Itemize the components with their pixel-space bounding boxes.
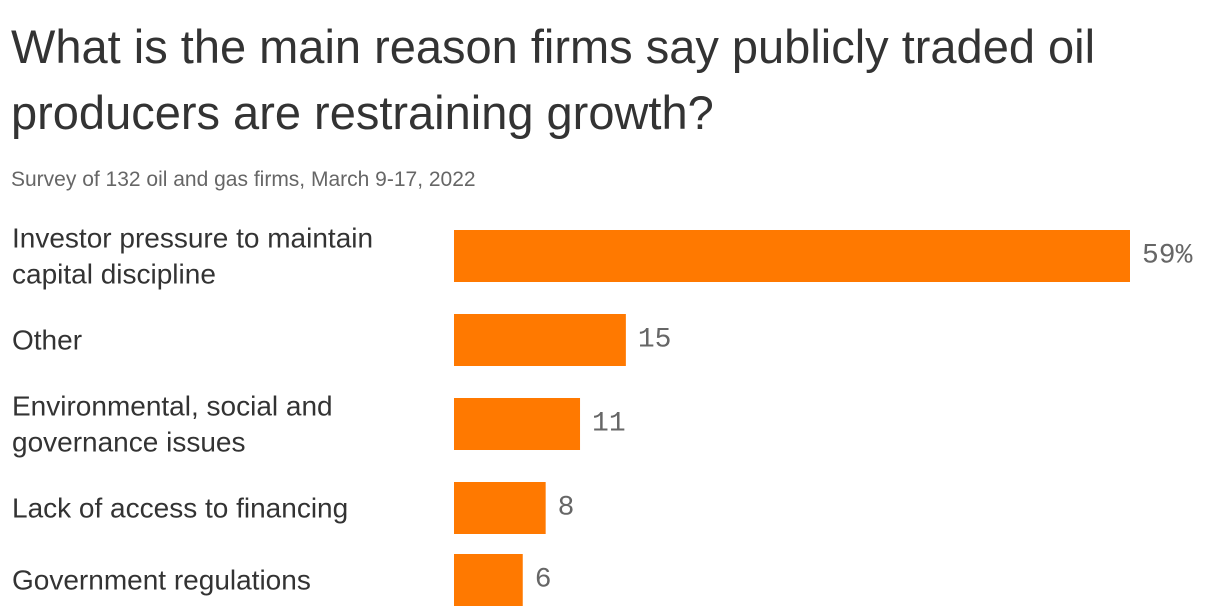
bar-2 xyxy=(454,398,581,450)
value-label-0: 59% xyxy=(1142,241,1193,272)
bar-3 xyxy=(454,482,546,534)
category-label-2-line-1: governance issues xyxy=(12,427,245,458)
chart-subtitle: Survey of 132 oil and gas firms, March 9… xyxy=(11,168,476,191)
category-label-2-line-0: Environmental, social and xyxy=(12,391,333,422)
chart-title: What is the main reason firms say public… xyxy=(11,20,1096,139)
value-label-3: 8 xyxy=(558,493,575,524)
category-label-1-line-0: Other xyxy=(12,325,82,356)
value-label-1: 15 xyxy=(638,325,672,356)
value-label-2: 11 xyxy=(592,409,626,440)
category-label-0-line-1: capital discipline xyxy=(12,259,216,290)
bar-4 xyxy=(454,554,523,606)
category-label-0-line-0: Investor pressure to maintain xyxy=(12,223,373,254)
category-label-4-line-0: Government regulations xyxy=(12,565,311,596)
bar-0 xyxy=(454,230,1130,282)
bar-1 xyxy=(454,314,626,366)
value-label-4: 6 xyxy=(535,565,552,596)
category-label-3-line-0: Lack of access to financing xyxy=(12,493,348,524)
